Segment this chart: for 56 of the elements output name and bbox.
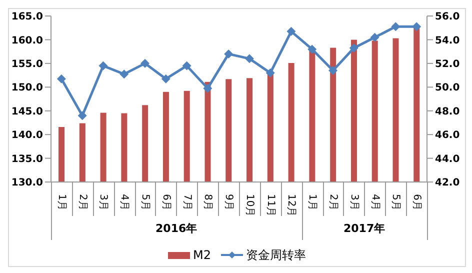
- y2-tick-label: 56.0: [435, 12, 460, 23]
- legend-label: M2: [193, 248, 211, 262]
- x-tick-label: 5月: [390, 194, 402, 210]
- x-tick-label: 6月: [160, 194, 172, 210]
- point: [266, 68, 275, 78]
- x-tick-label: 2月: [328, 194, 338, 210]
- y2-tick-label: 48.0: [435, 106, 460, 118]
- point: [370, 32, 380, 42]
- x-tick-label: 1月: [56, 194, 67, 210]
- x-tick-label: 3月: [98, 194, 109, 210]
- x-tick-label: 8月: [202, 194, 214, 210]
- text: 2016年: [154, 222, 198, 236]
- x-tick-label: 11月: [264, 194, 276, 217]
- y-tick-label: 140.0: [11, 130, 44, 142]
- y2-tick-label: 42.0: [435, 178, 460, 189]
- y2-tick-label: 46.0: [435, 130, 460, 142]
- point: [161, 74, 170, 84]
- y-tick-label: 155.0: [11, 58, 44, 70]
- x-tick-label: 6月: [411, 194, 422, 210]
- x-tick-label: 1月: [306, 194, 318, 210]
- point: [56, 74, 66, 84]
- y-tick-label: 130.0: [11, 178, 44, 189]
- point: [78, 111, 87, 120]
- y2-tick-label: 50.0: [435, 82, 460, 94]
- point: [328, 66, 338, 76]
- point: [120, 70, 129, 79]
- x-tick-label: 4月: [118, 194, 130, 210]
- x-tick-label: 9月: [223, 194, 234, 210]
- x-tick-label: 3月: [348, 194, 360, 210]
- legend-label: 资金周转率: [246, 246, 306, 264]
- point: [391, 22, 400, 32]
- point: [244, 54, 254, 64]
- x-tick-label: 10月: [244, 194, 255, 217]
- y2-tick-label: 54.0: [435, 35, 460, 46]
- x-tick-label: 4月: [369, 194, 380, 210]
- point: [140, 58, 150, 68]
- point: [286, 26, 296, 36]
- point: [224, 49, 234, 58]
- y-tick-label: 145.0: [11, 106, 44, 118]
- point: [308, 44, 317, 54]
- point: [412, 22, 422, 32]
- y-tick-label: 165.0: [11, 12, 44, 23]
- y-tick-label: 135.0: [11, 154, 44, 165]
- point: [203, 84, 212, 93]
- x-tick-label: 12月: [286, 194, 297, 217]
- y2-tick-label: 44.0: [435, 154, 460, 165]
- x-tick-label: 7月: [181, 194, 192, 210]
- x-tick-label: 2月: [76, 194, 88, 210]
- point: [98, 61, 108, 70]
- point: [182, 61, 192, 70]
- x-tick-label: 5月: [140, 194, 150, 210]
- text: 2017年: [342, 222, 386, 236]
- point: [349, 44, 358, 53]
- y-tick-label: 150.0: [11, 82, 44, 94]
- y-tick-label: 160.0: [11, 35, 44, 46]
- y2-tick-label: 52.0: [435, 58, 460, 70]
